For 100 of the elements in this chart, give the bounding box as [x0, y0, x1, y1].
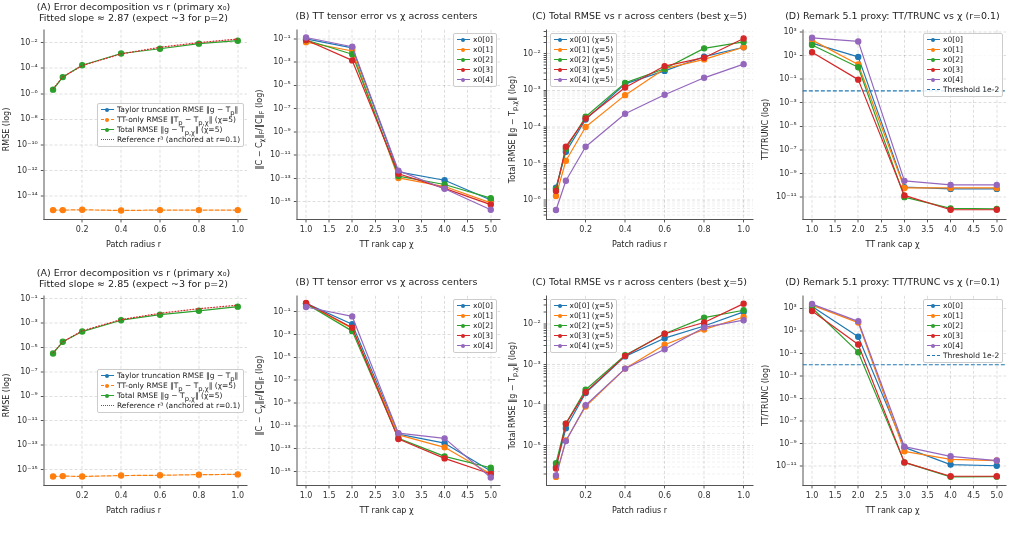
x-tick-label: 3.5 — [415, 225, 428, 235]
chart-subtitle: Fitted slope ≈ 2.85 (expect ~3 for p=2) — [38, 278, 229, 289]
y-tick-label: 10⁻¹³ — [269, 173, 291, 183]
x-tick-label: 0.2 — [579, 225, 592, 235]
x-tick-label: 1.5 — [828, 225, 842, 235]
x-axis-title: Patch radius r — [610, 240, 669, 249]
y-tick-label: 10⁻¹³ — [16, 440, 38, 450]
y-tick-label: 10⁻¹⁵ — [269, 466, 291, 476]
x-tick-label: 4.5 — [461, 491, 475, 501]
y-tick-label: 10⁻¹⁵ — [269, 196, 291, 206]
x-tick-label: 0.4 — [114, 225, 128, 235]
x-tick-label: 4.5 — [967, 225, 981, 235]
y-tick-label: 10⁻³ — [523, 359, 541, 369]
y-tick-label: 10⁻⁷ — [20, 366, 38, 376]
y-tick-label: 10⁻¹⁵ — [16, 464, 38, 474]
y-tick-label: 10⁻⁹ — [779, 438, 797, 448]
y-tick-label: 10⁻¹ — [20, 293, 38, 303]
chart-title: (B) TT tensor error vs χ across centers — [294, 276, 479, 287]
x-tick-label: 3.5 — [921, 491, 934, 501]
x-tick-label: 1.0 — [231, 225, 245, 235]
x-tick-label: 0.8 — [697, 225, 711, 235]
chart-subtitle: Fitted slope ≈ 2.87 (expect ~3 for p=2) — [38, 12, 229, 23]
x-tick-label: 1.5 — [322, 491, 336, 501]
y-tick-label: 10⁻³ — [20, 318, 38, 328]
x-tick-label: 0.6 — [153, 225, 167, 235]
y-tick-label: 10¹ — [783, 50, 797, 60]
x-tick-label: 5.0 — [484, 225, 498, 235]
y-tick-label: 10⁻³ — [273, 57, 291, 67]
x-tick-label: 1.0 — [299, 225, 313, 235]
x-tick-label: 4.0 — [944, 225, 957, 235]
y-tick-label: 10⁻¹ — [779, 74, 797, 84]
x-tick-label: 0.6 — [153, 491, 167, 501]
chart-title: (A) Error decomposition vs r (primary x₀) — [35, 267, 232, 278]
y-tick-label: 10⁻¹¹ — [269, 420, 291, 430]
x-tick-label: 4.0 — [438, 491, 451, 501]
chart-title: (B) TT tensor error vs χ across centers — [294, 10, 479, 21]
chart-title: (D) Remark 5.1 proxy: TT/TRUNC vs χ (r=0.1) — [784, 10, 1001, 21]
y-tick-label: 10⁻¹³ — [269, 443, 291, 453]
x-tick-label: 3.0 — [898, 491, 911, 501]
chart-title: (C) Total RMSE vs r across centers (best χ=5) — [530, 276, 749, 287]
x-tick-label: 0.4 — [618, 225, 632, 235]
x-tick-label: 0.6 — [658, 225, 671, 235]
x-tick-label: 0.6 — [658, 491, 671, 501]
x-tick-label: 1.0 — [737, 491, 750, 501]
y-tick-label: 10⁻¹¹ — [775, 192, 797, 202]
x-tick-label: 1.5 — [828, 491, 842, 501]
x-tick-label: 1.0 — [299, 491, 313, 501]
x-axis-title: Patch radius r — [104, 240, 163, 249]
y-tick-label: 10⁻¹ — [779, 348, 797, 358]
x-tick-label: 4.5 — [967, 491, 981, 501]
y-tick-label: 10³ — [783, 26, 797, 36]
y-tick-label: 10⁻⁷ — [273, 103, 291, 113]
y-axis-title: TT/TRUNC (log) — [760, 97, 771, 163]
x-axis-title: Patch radius r — [104, 506, 163, 515]
x-tick-label: 2.5 — [368, 491, 382, 501]
x-tick-label: 4.5 — [461, 225, 475, 235]
y-tick-label: 10⁻⁶ — [20, 88, 38, 98]
y-tick-label: 10⁻⁵ — [273, 80, 291, 90]
x-tick-label: 0.8 — [697, 491, 711, 501]
x-tick-label: 0.8 — [192, 225, 206, 235]
x-tick-label: 2.0 — [851, 491, 865, 501]
x-tick-label: 2.5 — [368, 225, 382, 235]
y-tick-label: 10⁻⁷ — [779, 145, 797, 154]
chart-title: (D) Remark 5.1 proxy: TT/TRUNC vs χ (r=0.1) — [784, 276, 1001, 287]
y-tick-label: 10⁻⁴ — [523, 122, 541, 132]
y-tick-label: 10⁻⁷ — [273, 375, 291, 385]
x-axis-title: Patch radius r — [610, 506, 669, 515]
x-tick-label: 4.0 — [438, 225, 451, 235]
x-tick-label: 1.5 — [322, 225, 336, 235]
x-axis-title: TT rank cap χ — [864, 240, 921, 249]
y-tick-label: 10⁻⁵ — [779, 393, 797, 403]
y-axis-title: RMSE (log) — [1, 372, 12, 420]
y-tick-label: 10⁻¹² — [16, 165, 38, 175]
x-tick-label: 2.5 — [874, 491, 888, 501]
y-tick-label: 10⁻⁵ — [523, 158, 541, 168]
y-tick-label: 10¹ — [783, 325, 797, 335]
y-tick-label: 10⁻³ — [779, 97, 797, 107]
y-tick-label: 10⁻⁵ — [20, 342, 38, 352]
x-tick-label: 0.2 — [579, 491, 592, 501]
x-tick-label: 1.0 — [805, 225, 819, 235]
y-tick-label: 10⁻² — [20, 37, 38, 47]
x-tick-label: 3.0 — [392, 491, 405, 501]
x-tick-label: 5.0 — [990, 225, 1004, 235]
y-tick-label: 10⁻⁶ — [523, 195, 541, 205]
x-tick-label: 1.0 — [231, 491, 245, 501]
y-tick-label: 10⁻³ — [523, 85, 541, 95]
chart-title: (C) Total RMSE vs r across centers (best χ=5) — [530, 10, 749, 21]
chart-title: (A) Error decomposition vs r (primary x₀) — [35, 1, 232, 12]
x-tick-label: 2.5 — [874, 225, 888, 235]
x-tick-label: 3.0 — [392, 225, 405, 235]
x-axis-title: TT rank cap χ — [864, 506, 921, 515]
y-tick-label: 10⁻⁵ — [273, 352, 291, 362]
y-tick-label: 10⁻¹¹ — [775, 461, 797, 471]
x-tick-label: 2.0 — [851, 225, 865, 235]
y-tick-label: 10⁻⁹ — [273, 398, 291, 408]
y-tick-label: 10⁻¹ — [273, 306, 291, 316]
y-tick-label: 10⁻¹¹ — [16, 415, 38, 425]
x-tick-label: 5.0 — [990, 491, 1004, 501]
y-tick-label: 10⁻³ — [779, 371, 797, 381]
x-tick-label: 0.2 — [75, 491, 89, 501]
